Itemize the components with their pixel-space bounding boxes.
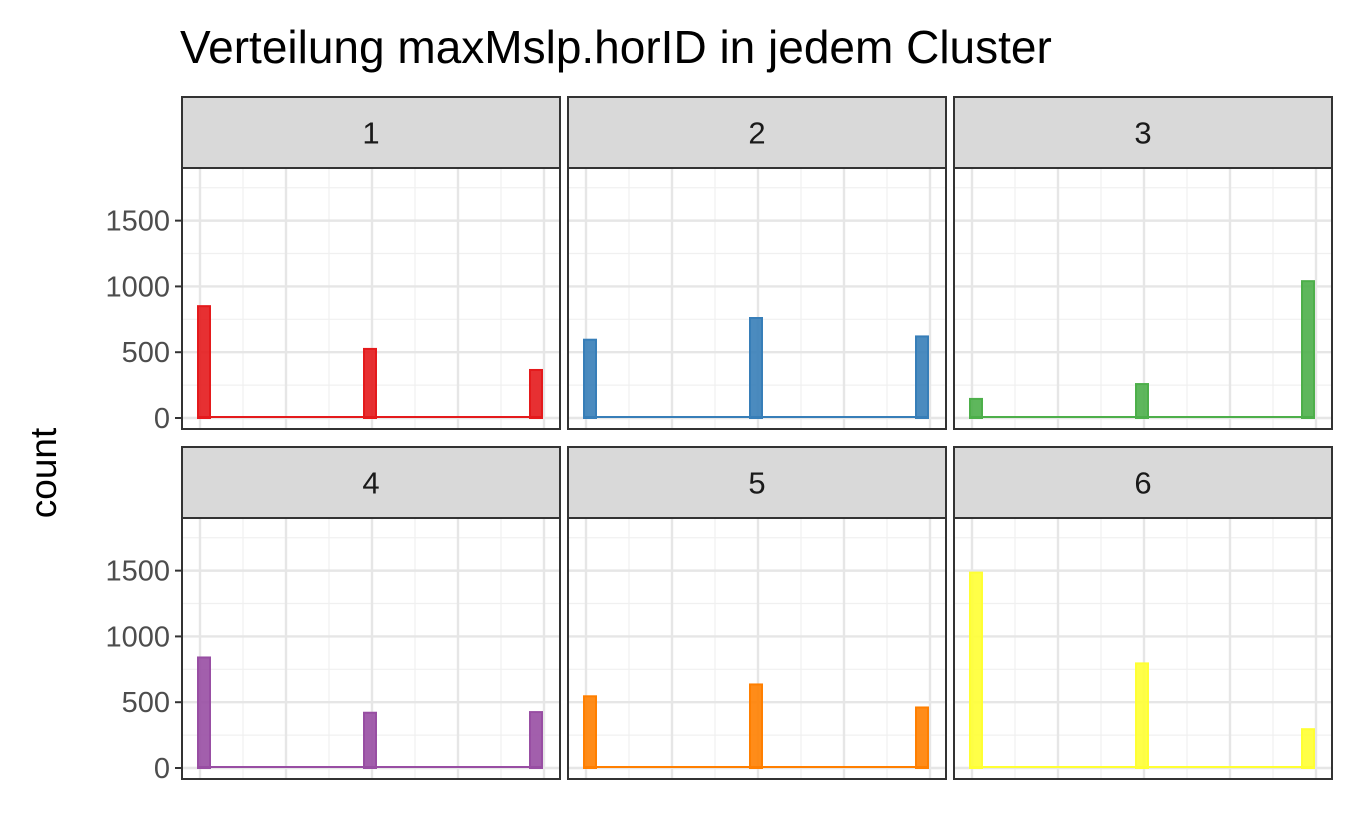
histogram-bar [915, 335, 929, 419]
histogram-bar [363, 347, 377, 419]
histogram-bar [1135, 662, 1149, 769]
y-tick-label: 0 [154, 753, 170, 785]
y-tick-label: 1500 [105, 556, 170, 588]
histogram-bar [583, 338, 597, 420]
facet-panel: 1 0 500 1000 1500 [105, 96, 561, 435]
histogram-bar [529, 711, 543, 769]
y-tick-label: 500 [122, 687, 170, 719]
panel-border [953, 167, 1333, 430]
facet-panels: 1 0 500 1000 1500 2 3 4 0 500 1000 1500 5 6 [105, 96, 1333, 785]
facet-strip-label: 2 [748, 116, 765, 151]
histogram-bar [969, 571, 983, 770]
y-tick-label: 0 [154, 403, 170, 435]
y-tick-label: 500 [122, 337, 170, 369]
chart-title: Verteilung maxMslp.horID in jedem Cluste… [180, 21, 1052, 73]
histogram-bar [915, 706, 929, 770]
histogram-bar [363, 711, 377, 769]
histogram-bar [749, 317, 763, 419]
panel-border [567, 167, 947, 430]
facet-strip [567, 446, 947, 519]
facet-strip [567, 96, 947, 169]
panel-border [181, 517, 561, 780]
facet-panel: 5 [567, 446, 947, 780]
panel-border [567, 517, 947, 780]
histogram-bar [1301, 280, 1315, 419]
y-axis-label: count [23, 427, 64, 518]
histogram-bar [749, 683, 763, 770]
y-tick-label: 1000 [105, 621, 170, 653]
panel-border [953, 517, 1333, 780]
panel-border [181, 167, 561, 430]
facet-strip-label: 3 [1134, 116, 1151, 151]
facet-strip-label: 5 [748, 466, 765, 501]
histogram-bar [969, 397, 983, 419]
histogram-bar [529, 368, 543, 420]
histogram-bar [197, 305, 211, 419]
facet-strip-label: 4 [362, 466, 379, 501]
facet-panel: 3 [953, 96, 1333, 430]
facet-strip-label: 1 [362, 116, 379, 151]
histogram-bar [197, 656, 211, 770]
histogram-bar [1301, 728, 1315, 769]
histogram-bar [583, 695, 597, 770]
facet-panel: 2 [567, 96, 947, 430]
facet-panel: 4 0 500 1000 1500 [105, 446, 561, 785]
facet-strip [181, 446, 561, 519]
histogram-bar [1135, 383, 1149, 420]
y-tick-label: 1500 [105, 206, 170, 238]
facet-strip-label: 6 [1134, 466, 1151, 501]
facet-panel: 6 [953, 446, 1333, 780]
facet-strip [181, 96, 561, 169]
y-tick-label: 1000 [105, 271, 170, 303]
